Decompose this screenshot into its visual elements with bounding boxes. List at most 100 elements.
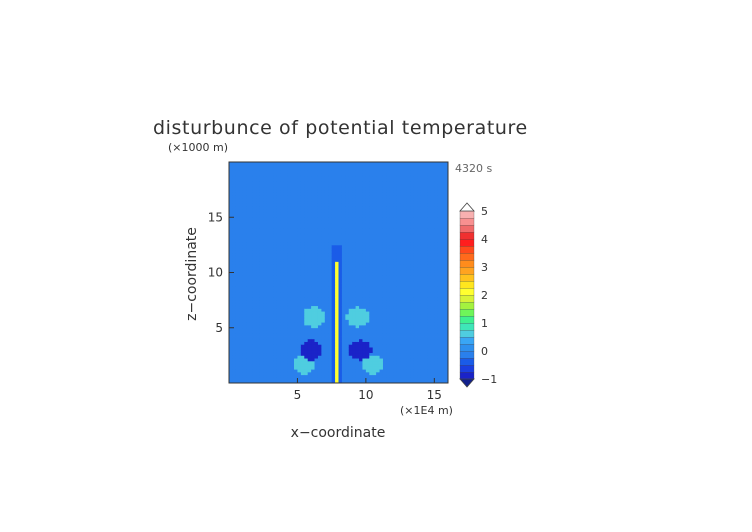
field-cell xyxy=(441,374,445,378)
field-cell xyxy=(256,269,261,273)
field-cell xyxy=(256,236,261,240)
field-cell xyxy=(259,269,264,273)
field-cell xyxy=(300,369,305,373)
field-cell xyxy=(294,283,298,287)
field-cell xyxy=(239,197,244,202)
field-cell xyxy=(304,181,309,185)
field-cell xyxy=(427,278,432,282)
field-cell xyxy=(352,239,357,243)
field-cell xyxy=(362,336,367,340)
field-cell xyxy=(276,247,281,251)
field-cell xyxy=(403,261,408,265)
field-cell xyxy=(335,300,339,304)
field-cell xyxy=(410,247,415,251)
field-cell xyxy=(252,266,257,271)
field-cell xyxy=(242,253,247,257)
field-cell xyxy=(297,374,302,378)
field-cell xyxy=(307,280,312,284)
field-cell xyxy=(276,266,281,271)
field-cell xyxy=(406,244,411,249)
field-cell xyxy=(393,269,398,273)
field-cell xyxy=(256,366,261,370)
field-cell xyxy=(400,319,404,323)
field-cell xyxy=(249,239,254,243)
field-cell xyxy=(417,322,422,326)
field-cell xyxy=(413,244,418,249)
field-cell xyxy=(345,178,350,182)
field-cell xyxy=(352,222,357,226)
field-cell xyxy=(311,305,315,309)
field-cell xyxy=(263,355,268,359)
field-cell xyxy=(321,366,326,370)
field-cell xyxy=(321,217,326,221)
field-cell xyxy=(393,225,398,229)
field-cell xyxy=(424,189,428,193)
field-cell xyxy=(348,261,353,265)
field-cell xyxy=(348,186,353,191)
field-cell xyxy=(266,294,271,298)
field-cell xyxy=(430,289,435,293)
field-cell xyxy=(235,311,240,315)
field-cell xyxy=(437,313,442,318)
field-cell xyxy=(410,352,415,356)
field-cell xyxy=(352,269,357,273)
field-cell xyxy=(270,297,274,301)
field-cell xyxy=(355,250,360,254)
field-cell xyxy=(273,369,278,373)
field-cell xyxy=(321,324,326,329)
field-cell xyxy=(338,258,343,262)
field-cell xyxy=(321,222,326,226)
field-cell xyxy=(280,255,285,260)
field-cell xyxy=(314,214,319,218)
field-cell xyxy=(365,360,370,365)
field-cell xyxy=(352,294,357,298)
field-cell xyxy=(341,347,346,351)
field-cell xyxy=(386,300,391,304)
field-cell xyxy=(338,231,343,235)
field-cell xyxy=(283,291,288,295)
field-cell xyxy=(396,217,401,221)
field-cell xyxy=(304,173,309,177)
field-cell xyxy=(400,322,404,326)
field-cell xyxy=(256,322,261,326)
field-cell xyxy=(324,297,329,301)
field-cell xyxy=(362,178,367,182)
field-cell xyxy=(355,231,360,235)
field-cell xyxy=(235,360,240,365)
field-cell xyxy=(393,360,398,365)
field-cell xyxy=(256,330,261,334)
field-cell xyxy=(252,195,257,199)
field-cell xyxy=(317,258,322,262)
field-cell xyxy=(239,338,244,342)
field-cell xyxy=(413,308,418,312)
field-cell xyxy=(256,341,261,345)
field-cell xyxy=(252,253,257,257)
field-cell xyxy=(410,313,415,318)
field-cell xyxy=(441,369,445,373)
field-cell xyxy=(300,195,305,199)
field-cell xyxy=(311,336,315,340)
field-cell xyxy=(437,269,442,273)
field-cell xyxy=(424,203,428,207)
field-cell xyxy=(389,344,394,348)
field-cell xyxy=(273,305,278,309)
field-cell xyxy=(317,217,322,221)
field-cell xyxy=(348,236,353,240)
field-cell xyxy=(328,214,333,218)
field-cell xyxy=(386,253,391,257)
field-cell xyxy=(372,255,377,260)
field-cell xyxy=(328,358,333,362)
field-cell xyxy=(283,283,288,287)
field-cell xyxy=(400,208,404,213)
field-cell xyxy=(365,242,370,246)
field-cell xyxy=(437,363,442,367)
field-cell xyxy=(355,363,360,367)
field-cell xyxy=(307,242,312,246)
field-cell xyxy=(413,352,418,356)
field-cell xyxy=(376,289,380,293)
field-cell xyxy=(372,280,377,284)
field-cell xyxy=(252,173,257,177)
field-cell xyxy=(430,211,435,215)
field-cell xyxy=(362,316,367,320)
field-cell xyxy=(304,319,309,323)
